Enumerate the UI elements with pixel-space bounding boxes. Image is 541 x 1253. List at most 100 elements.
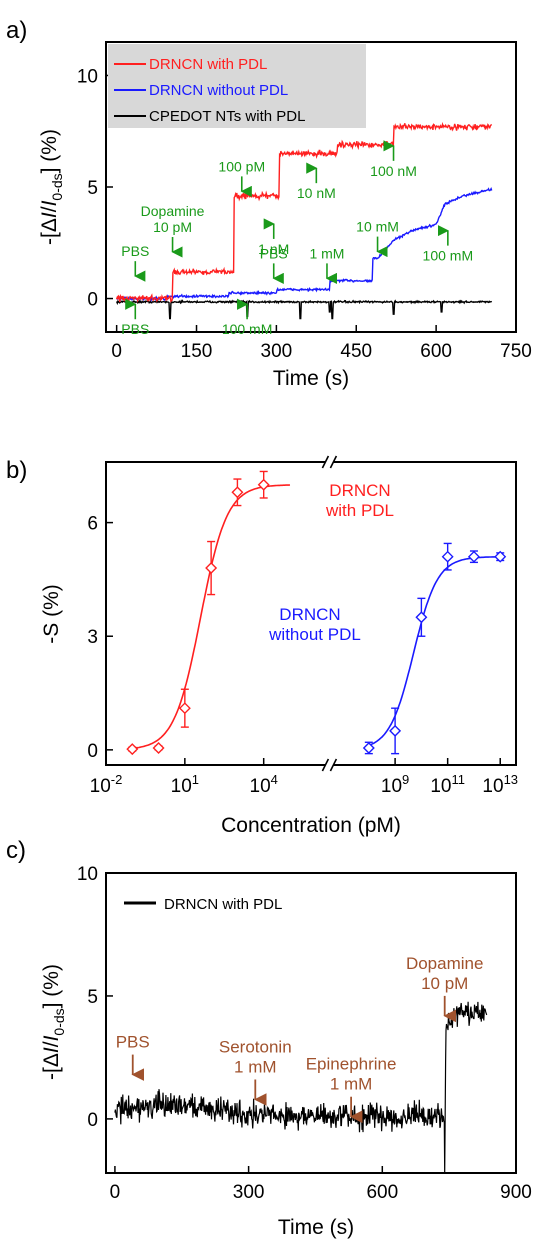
- annotation-c-text-2-1: 1 mM: [330, 1075, 373, 1094]
- data-point-b-1-0: [362, 741, 375, 755]
- data-point-b-0-3: [205, 540, 218, 596]
- annotation-a-8: 1 mM: [309, 245, 344, 284]
- annotation-a-1: PBS: [121, 298, 149, 337]
- series-a-line-3: [115, 299, 493, 320]
- fit-curve-b-0: [132, 484, 291, 750]
- panel-label-b: b): [6, 457, 27, 484]
- data-point-b-0-5: [257, 470, 270, 499]
- annotation-a-text-2-0: Dopamine: [141, 203, 205, 219]
- chart-c-frame: [105, 872, 517, 1174]
- annotation-a-0: PBS: [121, 243, 149, 282]
- y-tick-b-2: 6: [87, 514, 98, 535]
- chart-b-ylabel: -S (%): [40, 584, 63, 644]
- annotation-a-text-10-0: 100 mM: [423, 248, 474, 264]
- data-point-b-0-1: [152, 741, 165, 754]
- annotation-a-text-7-0: PBS: [260, 245, 288, 261]
- fit-curve-b-1: [368, 556, 501, 747]
- legend-c-1: DRNCN with PDL: [164, 896, 282, 913]
- data-point-b-1-4: [467, 550, 480, 564]
- x-tick-a-1: 150: [181, 341, 213, 362]
- annotation-c-text-2-0: Epinephrine: [306, 1055, 397, 1074]
- data-point-b-0-2: [178, 688, 191, 728]
- x-tick-a-0: 0: [111, 341, 122, 362]
- series-a-line-2: [116, 186, 493, 303]
- annotation-a-text-9-0: 10 mM: [356, 219, 399, 235]
- series-b-blue-label-2: without PDL: [268, 625, 361, 644]
- annotation-a-text-2-1: 10 pM: [153, 219, 192, 235]
- data-point-b-0-4: [231, 478, 244, 507]
- annotation-a-6: 100 nM: [370, 140, 417, 179]
- series-b-red-label-1: DRNCN: [329, 481, 390, 500]
- annotation-a-3: 100 pM: [218, 158, 265, 197]
- annotation-a-4: 1 nM: [258, 218, 289, 257]
- x-tick-a-3: 450: [340, 341, 372, 362]
- annotation-c-text-1-0: Serotonin: [219, 1038, 292, 1057]
- annotation-c-text-1-1: 1 mM: [234, 1058, 277, 1077]
- x-tick-a-5: 750: [500, 341, 532, 362]
- chart-c-legend: DRNCN with PDL: [124, 896, 282, 913]
- annotation-a-text-6-0: 100 nM: [370, 163, 417, 179]
- axis-break-b-0: [321, 455, 338, 469]
- x-tick-c-3: 900: [500, 1182, 532, 1203]
- x-tick-c-0: 0: [110, 1182, 121, 1203]
- axis-break-b-1: [321, 758, 338, 772]
- data-point-b-1-2: [415, 597, 428, 637]
- panel-label-c: c): [6, 837, 26, 864]
- y-tick-a-0: 0: [87, 290, 98, 311]
- series-b-blue-label-1: DRNCN: [279, 605, 340, 624]
- legend-a-3: CPEDOT NTs with PDL: [149, 108, 305, 125]
- x-tick-b-2: 104: [250, 772, 278, 797]
- annotation-a-text-1-0: PBS: [121, 321, 149, 337]
- x-tick-b-5: 1013: [482, 772, 518, 797]
- chart-c-xlabel: Time (s): [278, 1216, 354, 1239]
- annotation-a-11: 100 mM: [222, 298, 273, 337]
- annotation-a-text-5-0: 10 nM: [297, 185, 336, 201]
- series-b-red-label-2: with PDL: [325, 501, 394, 520]
- annotation-c-text-3-0: Dopamine: [406, 954, 484, 973]
- chart-a-legend: DRNCN with PDL DRNCN without PDL CPEDOT …: [108, 44, 366, 128]
- y-tick-c-2: 10: [77, 864, 98, 885]
- y-tick-c-0: 0: [87, 1110, 98, 1131]
- legend-a-1: DRNCN with PDL: [149, 56, 267, 73]
- chart-a-xlabel: Time (s): [273, 367, 349, 390]
- x-tick-b-1: 101: [171, 772, 199, 797]
- annotation-a-9: 10 mM: [356, 219, 399, 258]
- series-c-line-1: [114, 1001, 488, 1173]
- annotation-a-7: PBS: [260, 245, 288, 284]
- data-point-b-0-0: [126, 743, 139, 756]
- annotation-a-text-0-0: PBS: [121, 243, 149, 259]
- series-a-line-1: [115, 121, 493, 304]
- data-point-b-1-3: [441, 542, 454, 571]
- annotation-a-text-3-0: 100 pM: [218, 158, 265, 174]
- data-point-b-1-1: [389, 707, 402, 755]
- y-tick-b-0: 0: [87, 741, 98, 762]
- x-tick-a-4: 600: [420, 341, 452, 362]
- y-tick-a-1: 5: [87, 178, 98, 199]
- annotation-a-text-4-0: 1 nM: [258, 241, 289, 257]
- y-tick-a-2: 10: [77, 66, 98, 87]
- panel-label-a: a): [6, 17, 27, 44]
- chart-b-frame: [105, 461, 517, 766]
- x-tick-c-2: 600: [366, 1182, 398, 1203]
- x-tick-c-1: 300: [233, 1182, 265, 1203]
- annotation-a-10: 100 mM: [423, 225, 474, 264]
- x-tick-b-4: 1011: [430, 772, 465, 797]
- x-tick-b-0: 10-2: [90, 772, 123, 797]
- chart-b-xlabel: Concentration (pM): [221, 814, 401, 837]
- x-tick-b-3: 109: [381, 772, 409, 797]
- chart-a-ylabel: -[ΔI/I0-ds] (%): [38, 129, 65, 245]
- y-tick-c-1: 5: [87, 987, 98, 1008]
- annotation-a-text-11-0: 100 mM: [222, 321, 273, 337]
- annotation-a-text-8-0: 1 mM: [309, 245, 344, 261]
- legend-a-2: DRNCN without PDL: [149, 82, 288, 99]
- data-point-b-1-5: [494, 550, 507, 563]
- x-tick-a-2: 300: [261, 341, 293, 362]
